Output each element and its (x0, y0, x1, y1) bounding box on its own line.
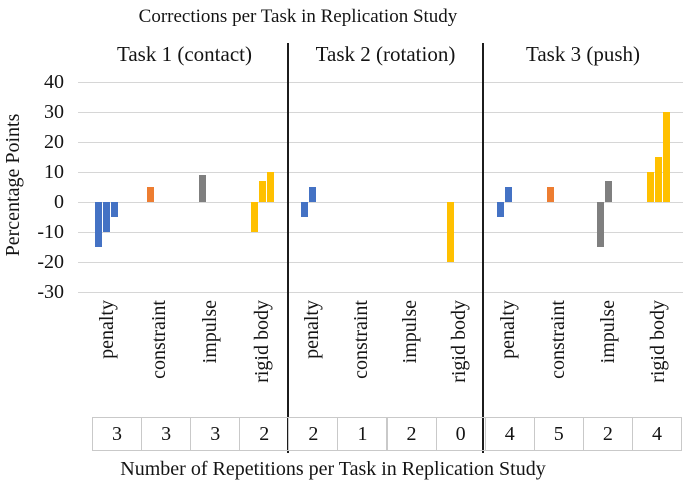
bar-constraint (546, 187, 554, 202)
category-label-impulse: impulse (597, 300, 619, 364)
category-label-rigid-body: rigid body (647, 300, 669, 383)
repetitions-cell: 2 (386, 417, 437, 451)
gridline-20 (78, 142, 683, 143)
task-divider (482, 43, 484, 453)
repetitions-cell: 1 (337, 417, 388, 451)
bar-penalty (103, 202, 111, 232)
category-label-penalty: penalty (95, 300, 118, 359)
bar-penalty (496, 202, 504, 217)
category-label-constraint: constraint (147, 300, 170, 379)
category-label-constraint: constraint (350, 300, 373, 379)
gridline--20 (78, 262, 683, 263)
bar-penalty (308, 187, 316, 202)
y-tick-label: -10 (37, 221, 64, 243)
repetitions-cell: 4 (631, 417, 682, 451)
repetitions-cell: 2 (288, 417, 339, 451)
category-label-impulse: impulse (398, 300, 421, 364)
bar-rigid-body (258, 181, 266, 202)
gridline-10 (78, 172, 683, 173)
panel-header-task-3: Task 3 (push) (525, 42, 640, 66)
y-tick-label: 40 (44, 71, 64, 93)
bar-impulse (596, 202, 604, 247)
gridline-30 (78, 112, 683, 113)
bar-penalty (95, 202, 103, 247)
y-tick-label: 20 (44, 131, 64, 153)
bar-rigid-body (250, 202, 258, 232)
gridline--10 (78, 232, 683, 233)
repetitions-cell: 2 (582, 417, 633, 451)
repetitions-cell: 0 (435, 417, 486, 451)
task-divider (287, 43, 289, 453)
bar-rigid-body (266, 172, 274, 202)
bar-constraint (147, 187, 155, 202)
category-label-constraint: constraint (547, 300, 569, 379)
panel-header-task-1: Task 1 (contact) (117, 42, 252, 66)
x-axis-title: Number of Repetitions per Task in Replic… (120, 458, 546, 480)
category-label-penalty: penalty (301, 300, 324, 359)
repetitions-cell: 2 (239, 417, 290, 451)
repetitions-cell: 3 (190, 417, 241, 451)
repetitions-cell: 3 (141, 417, 192, 451)
bar-penalty (111, 202, 119, 217)
gridline-0 (78, 202, 683, 203)
bar-rigid-body (662, 112, 670, 202)
y-tick-label: -20 (37, 251, 64, 273)
y-tick-label: 30 (44, 101, 64, 123)
bar-impulse (604, 181, 612, 202)
y-tick-label: -30 (37, 281, 64, 303)
chart-title: Corrections per Task in Replication Stud… (138, 6, 458, 27)
y-tick-label: 0 (54, 191, 64, 213)
y-tick-label: 10 (44, 161, 64, 183)
bar-penalty (504, 187, 512, 202)
category-label-rigid-body: rigid body (447, 300, 470, 383)
gridline--30 (78, 292, 683, 293)
panel-header-task-2: Task 2 (rotation) (315, 42, 456, 66)
repetitions-cell: 3 (92, 417, 143, 451)
repetitions-cell: 4 (484, 417, 535, 451)
repetitions-cell: 5 (533, 417, 584, 451)
category-label-rigid-body: rigid body (251, 300, 274, 383)
gridline-40 (78, 82, 683, 83)
bar-penalty (300, 202, 308, 217)
category-label-impulse: impulse (199, 300, 222, 364)
bar-rigid-body (654, 157, 662, 202)
category-label-penalty: penalty (497, 300, 519, 359)
bar-rigid-body (447, 202, 455, 262)
bar-impulse (198, 175, 206, 202)
bar-rigid-body (646, 172, 654, 202)
